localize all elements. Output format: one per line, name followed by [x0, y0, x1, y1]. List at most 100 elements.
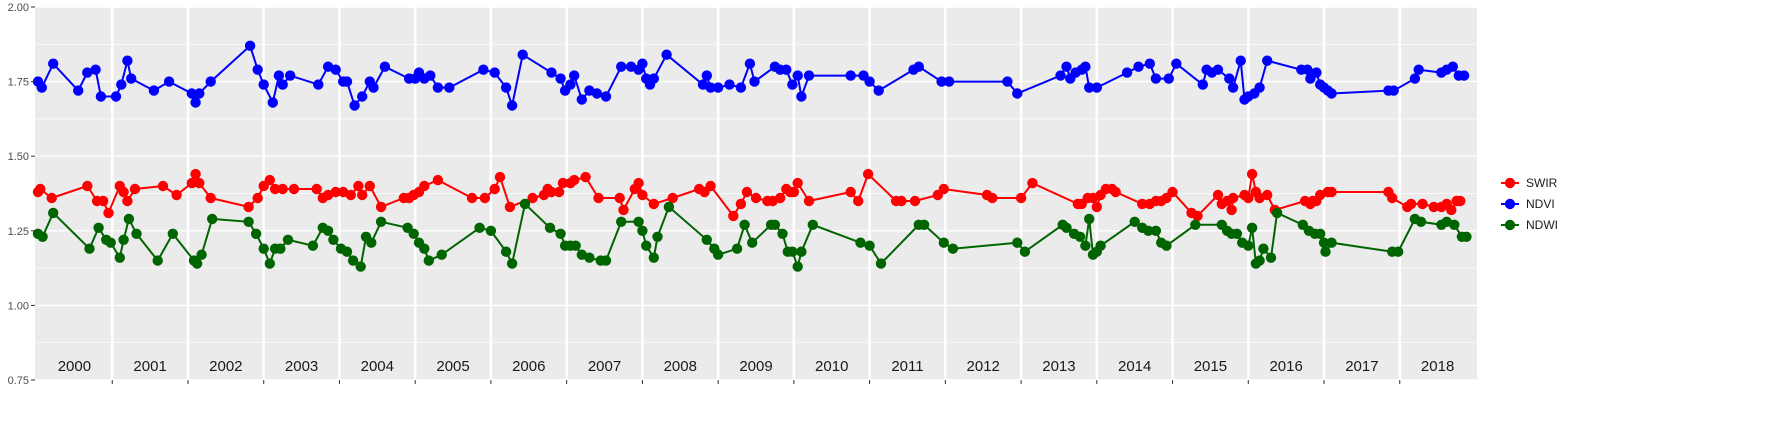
data-point-ndvi [273, 70, 285, 81]
data-point-ndvi [712, 82, 724, 93]
data-point-ndwi [792, 261, 803, 272]
data-point-ndwi [648, 252, 659, 263]
data-point-swir [264, 174, 275, 186]
data-point-swir [618, 204, 629, 216]
data-point-ndvi [1061, 61, 1072, 72]
data-point-ndvi [330, 64, 341, 75]
data-point-swir [1212, 189, 1224, 201]
y-tick-label: 0.75 [8, 375, 29, 387]
data-point-swir [1446, 204, 1457, 216]
data-point-ndwi [1461, 231, 1472, 242]
data-point-ndvi [163, 76, 175, 87]
data-point-ndvi [122, 55, 133, 66]
data-point-ndwi [1393, 246, 1404, 257]
legend-label: NDVI [1526, 197, 1555, 211]
data-point-ndwi [1318, 237, 1330, 248]
data-point-ndwi [1143, 225, 1154, 236]
data-point-ndwi [1265, 252, 1277, 263]
data-point-swir [1246, 168, 1258, 180]
year-label: 2004 [361, 358, 394, 375]
data-point-ndvi [82, 67, 93, 78]
data-point-ndvi [444, 82, 455, 93]
data-point-ndwi [855, 237, 866, 248]
data-point-ndwi [506, 258, 518, 269]
data-point-swir [553, 186, 565, 198]
series-layer [32, 40, 1472, 272]
year-label: 2011 [891, 358, 923, 375]
y-axis: 0.75 1.00 1.25 1.50 1.75 2.00 [8, 2, 35, 387]
data-point-ndvi [90, 64, 101, 75]
year-label: 2009 [739, 358, 772, 375]
year-label: 2002 [209, 358, 242, 375]
data-point-swir [862, 168, 874, 180]
data-point-ndvi [36, 82, 47, 93]
data-point-ndwi [243, 216, 254, 227]
data-point-ndvi [194, 88, 205, 99]
data-point-ndwi [264, 258, 275, 269]
data-point-ndvi [1262, 55, 1273, 66]
data-point-ndwi [739, 219, 750, 230]
data-point-ndwi [105, 237, 116, 248]
data-point-ndvi [1144, 58, 1156, 69]
data-point-swir [364, 180, 375, 192]
data-point-swir [1192, 210, 1203, 222]
data-point-ndvi [913, 61, 924, 72]
data-point-ndvi [616, 61, 627, 72]
data-point-swir [633, 177, 644, 189]
year-label: 2012 [967, 358, 1000, 375]
data-point-ndvi [1409, 73, 1421, 84]
legend-key-point [1504, 198, 1516, 210]
data-point-ndwi [1190, 219, 1201, 230]
data-point-ndvi [379, 61, 391, 72]
data-point-ndwi [1019, 246, 1031, 257]
data-point-ndvi [576, 94, 587, 105]
data-point-ndvi [1212, 64, 1224, 75]
data-point-swir [479, 192, 491, 204]
data-point-ndvi [796, 91, 807, 102]
data-point-ndvi [1458, 70, 1470, 81]
legend-key-point [1504, 219, 1516, 231]
data-point-ndwi [641, 240, 652, 251]
data-point-ndvi [936, 76, 947, 87]
data-point-ndvi [565, 79, 576, 90]
data-point-ndvi [116, 79, 127, 90]
data-point-ndwi [375, 216, 387, 227]
data-point-swir [1027, 177, 1038, 189]
data-point-ndvi [349, 100, 360, 111]
year-label: 2006 [512, 358, 545, 375]
data-point-ndvi [1235, 55, 1246, 66]
y-tick-label: 1.00 [8, 300, 29, 312]
data-point-ndwi [1231, 228, 1243, 239]
data-point-ndwi [408, 228, 419, 239]
data-point-ndvi [432, 82, 444, 93]
data-point-ndvi [1133, 61, 1144, 72]
data-point-swir [896, 195, 907, 207]
data-point-ndwi [167, 228, 178, 239]
data-point-ndvi [478, 64, 489, 75]
data-point-swir [735, 198, 747, 210]
data-point-ndwi [1315, 228, 1326, 239]
data-point-ndwi [544, 222, 556, 233]
data-point-ndvi [425, 70, 436, 81]
data-point-ndvi [1224, 73, 1235, 84]
data-point-swir [728, 210, 739, 222]
data-point-swir [205, 192, 216, 204]
data-point-ndvi [735, 82, 747, 93]
data-point-ndwi [1320, 246, 1331, 257]
data-point-swir [741, 186, 753, 198]
data-point-swir [186, 177, 197, 189]
data-point-ndwi [1254, 255, 1265, 266]
data-point-ndwi [423, 255, 434, 266]
data-point-swir [705, 180, 716, 192]
data-point-swir [1428, 201, 1440, 213]
data-point-ndvi [190, 97, 201, 108]
data-point-swir [269, 183, 281, 195]
data-point-ndvi [943, 76, 955, 87]
data-point-swir [1405, 198, 1417, 210]
y-tick-label: 2.00 [8, 2, 29, 14]
data-point-ndwi [250, 228, 262, 239]
data-point-ndvi [845, 70, 856, 81]
data-point-ndvi [506, 100, 518, 111]
data-point-ndvi [341, 76, 353, 87]
y-tick-label: 1.25 [8, 226, 29, 238]
